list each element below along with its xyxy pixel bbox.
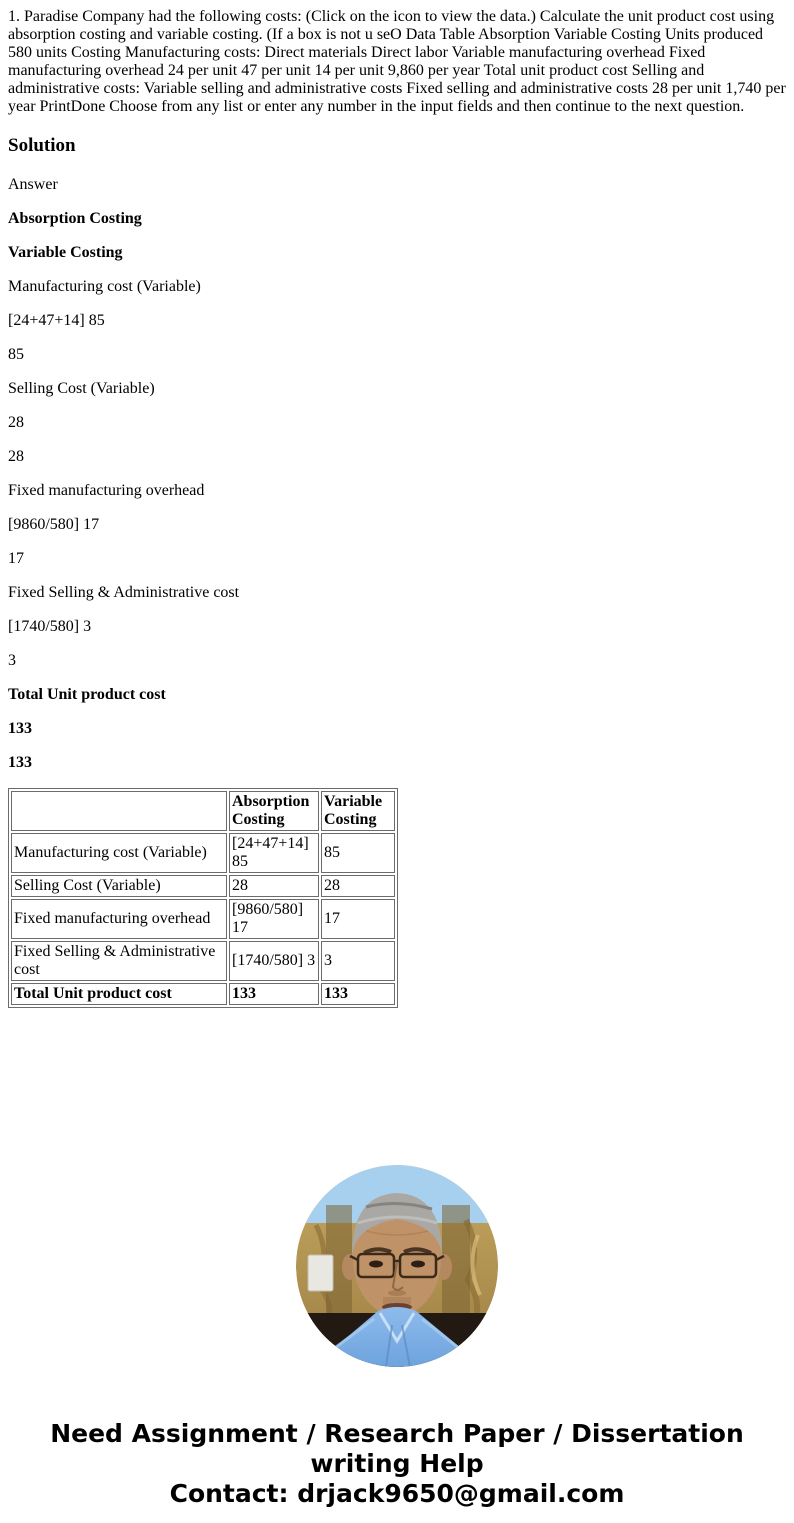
row-label: Selling Cost (Variable): [11, 875, 227, 897]
avatar-section: [8, 1165, 786, 1367]
question-text: 1. Paradise Company had the following co…: [8, 8, 786, 115]
solution-line: Manufacturing cost (Variable): [8, 278, 201, 295]
variable-value: 85: [321, 833, 395, 873]
solution-line: Selling Cost (Variable): [8, 380, 155, 397]
solution-line: Absorption Costing: [8, 210, 142, 227]
absorption-value: [24+47+14] 85: [229, 833, 319, 873]
absorption-value: 28: [229, 875, 319, 897]
solution-line: [9860/580] 17: [8, 516, 100, 533]
solution-line: 133: [8, 720, 32, 737]
solution-line: 133: [8, 754, 32, 771]
solution-line: Fixed manufacturing overhead: [8, 482, 205, 499]
table-total-row: Total Unit product cost 133 133: [11, 983, 395, 1005]
footer-line-2: writing Help: [310, 1449, 484, 1478]
solution-line: [24+47+14] 85: [8, 312, 105, 329]
table-row: Fixed manufacturing overhead [9860/580] …: [11, 899, 395, 939]
solution-line: 28: [8, 414, 24, 431]
table-row: Fixed Selling & Administrative cost [174…: [11, 941, 395, 981]
contact-email-line: Contact: drjack9650@gmail.com: [169, 1479, 625, 1508]
solution-line: 85: [8, 346, 24, 363]
absorption-value: 133: [229, 983, 319, 1005]
answer-label: Answer: [8, 176, 58, 193]
footer-help-text: Need Assignment / Research Paper / Disse…: [8, 1419, 786, 1509]
costing-table: Absorption Costing Variable Costing Manu…: [8, 788, 398, 1008]
tutor-avatar: [296, 1165, 498, 1367]
header-cell-blank: [11, 791, 227, 831]
row-label: Total Unit product cost: [11, 983, 227, 1005]
row-label: Fixed manufacturing overhead: [11, 899, 227, 939]
header-cell-absorption: Absorption Costing: [229, 791, 319, 831]
row-label: Manufacturing cost (Variable): [11, 833, 227, 873]
solution-line: 17: [8, 550, 24, 567]
variable-value: 3: [321, 941, 395, 981]
row-label: Fixed Selling & Administrative cost: [11, 941, 227, 981]
table-row: Selling Cost (Variable) 28 28: [11, 875, 395, 897]
solution-line: Variable Costing: [8, 244, 123, 261]
footer-line-1: Need Assignment / Research Paper / Disse…: [50, 1419, 744, 1448]
absorption-value: [1740/580] 3: [229, 941, 319, 981]
absorption-value: [9860/580] 17: [229, 899, 319, 939]
header-cell-variable: Variable Costing: [321, 791, 395, 831]
solution-line: 28: [8, 448, 24, 465]
tutor-portrait-illustration: [296, 1165, 498, 1367]
table-row: Manufacturing cost (Variable) [24+47+14]…: [11, 833, 395, 873]
variable-value: 28: [321, 875, 395, 897]
solution-line: Total Unit product cost: [8, 686, 166, 703]
variable-value: 133: [321, 983, 395, 1005]
variable-value: 17: [321, 899, 395, 939]
solution-line: Fixed Selling & Administrative cost: [8, 584, 240, 601]
table-header-row: Absorption Costing Variable Costing: [11, 791, 395, 831]
solution-line: [1740/580] 3: [8, 618, 92, 635]
solution-line: 3: [8, 652, 16, 669]
solution-heading: Solution: [8, 135, 76, 156]
